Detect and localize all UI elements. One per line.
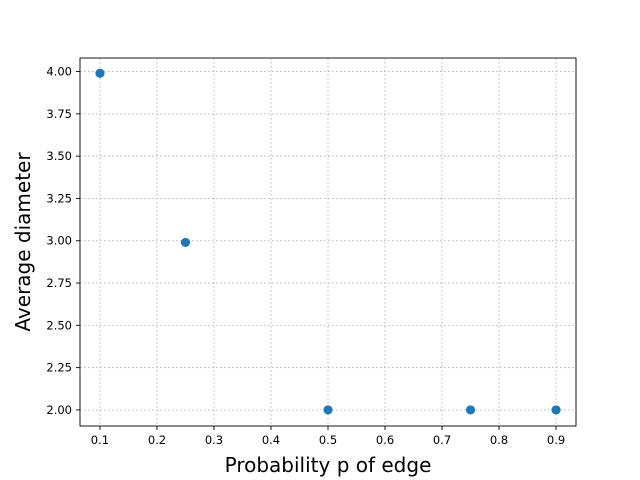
data-point — [180, 237, 191, 248]
x-tick-label: 0.6 — [376, 433, 394, 447]
x-tick-label: 0.9 — [547, 433, 565, 447]
y-tick-label: 2.75 — [46, 276, 72, 290]
data-point — [95, 68, 105, 78]
data-point — [323, 405, 333, 415]
y-axis-ticks: 2.00 2.25 2.50 2.75 3.00 3.25 3.50 3.75 4.00 — [46, 65, 80, 417]
y-tick-label: 4.00 — [46, 65, 72, 79]
x-tick-label: 0.8 — [490, 433, 508, 447]
y-tick-label: 2.00 — [46, 403, 72, 417]
y-tick-label: 2.50 — [46, 318, 72, 332]
x-tick-label: 0.2 — [148, 433, 166, 447]
x-tick-label: 0.3 — [205, 433, 223, 447]
y-tick-label: 3.00 — [46, 234, 72, 248]
y-tick-label: 3.50 — [46, 149, 72, 163]
x-axis-ticks: 0.1 0.2 0.3 0.4 0.5 0.6 0.7 0.8 0.9 — [91, 426, 565, 447]
x-axis-label: Probability p of edge — [225, 453, 432, 477]
data-point — [465, 405, 476, 415]
data-points — [95, 68, 561, 415]
x-tick-label: 0.7 — [433, 433, 451, 447]
y-axis-label: Average diameter — [11, 152, 35, 332]
y-tick-label: 2.25 — [46, 361, 72, 375]
x-tick-label: 0.4 — [262, 433, 280, 447]
data-point — [551, 405, 561, 415]
y-tick-label: 3.25 — [46, 191, 72, 205]
y-tick-label: 3.75 — [46, 107, 72, 121]
x-tick-label: 0.1 — [91, 433, 109, 447]
grid — [80, 58, 576, 426]
x-tick-label: 0.5 — [319, 433, 337, 447]
